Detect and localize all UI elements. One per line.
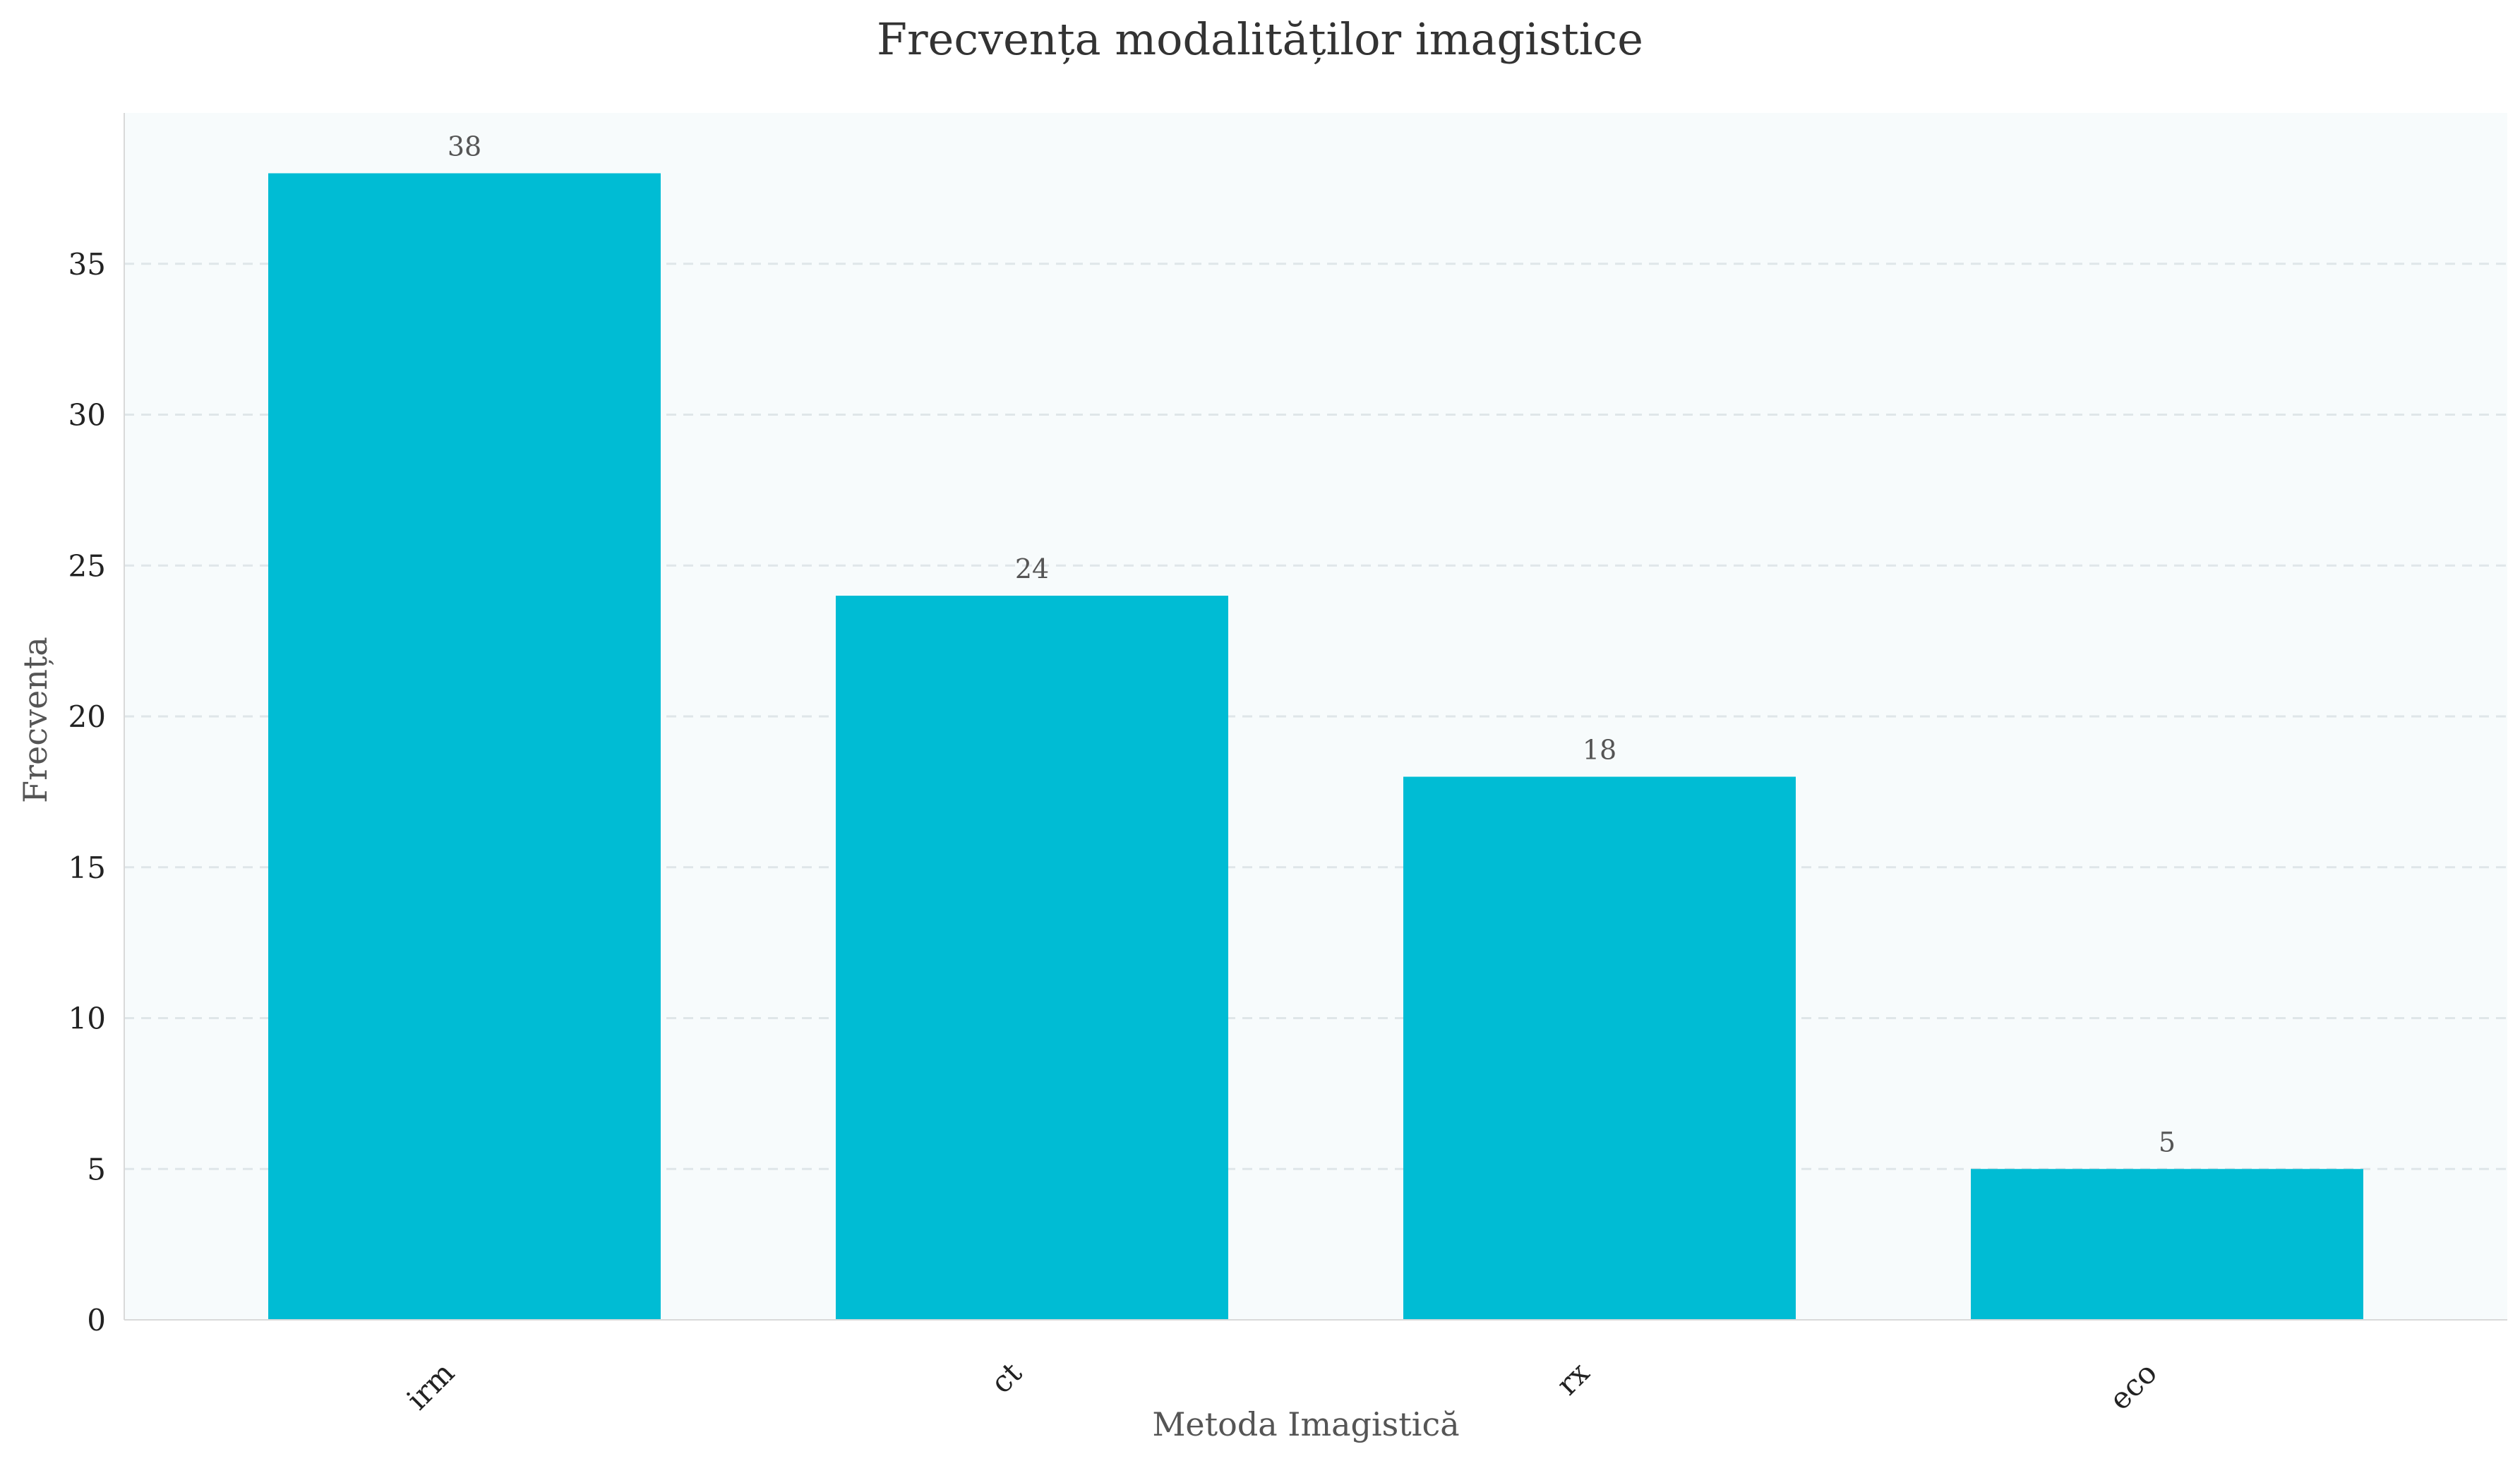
y-tick-label: 25: [68, 548, 106, 583]
y-tick-label: 30: [68, 398, 106, 433]
bars: [268, 173, 2363, 1320]
y-tick-label: 15: [68, 850, 106, 885]
y-tick-label: 0: [87, 1303, 106, 1337]
y-axis-label: Frecvența: [16, 637, 54, 803]
data-label-eco: 5: [2159, 1126, 2176, 1158]
data-label-rx: 18: [1583, 735, 1616, 766]
y-tick-label: 10: [68, 1002, 106, 1036]
data-labels: 38 24 18 5: [448, 131, 2176, 1158]
x-axis-label: Metoda Imagistică: [1152, 1405, 1459, 1443]
y-tick-label: 20: [68, 699, 106, 734]
chart-title: Frecvența modalităților imagistice: [877, 13, 1643, 65]
bar-rx: [1403, 776, 1796, 1320]
data-label-ct: 24: [1015, 553, 1049, 584]
x-tick-label-rx: rx: [1549, 1355, 1596, 1402]
x-tick-label-eco: eco: [2102, 1355, 2164, 1417]
bar-eco: [1971, 1169, 2363, 1320]
x-tick-label-irm: irm: [400, 1355, 462, 1417]
data-label-irm: 38: [448, 131, 481, 162]
y-tick-labels: 0 5 10 15 20 25 30 35: [68, 247, 106, 1337]
y-tick-label: 5: [87, 1152, 106, 1186]
y-tick-label: 35: [68, 247, 106, 282]
bar-irm: [268, 173, 661, 1320]
bar-ct: [836, 596, 1228, 1320]
x-tick-label-ct: ct: [984, 1355, 1028, 1400]
axes: [124, 113, 2507, 1321]
